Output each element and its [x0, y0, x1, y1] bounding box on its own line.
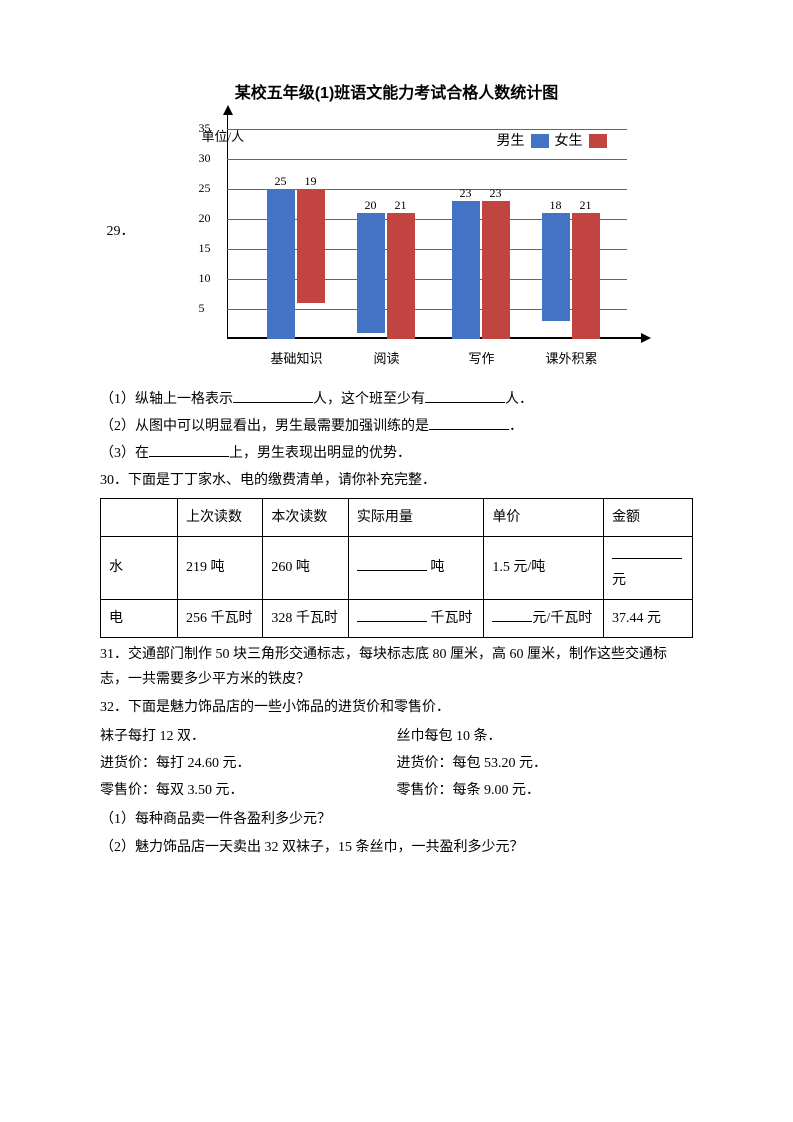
- q32-sub1: （1）每种商品卖一件各盈利多少元？: [100, 807, 693, 832]
- q32-socks-out: 零售价：每双 3.50 元．: [100, 778, 397, 803]
- q29-line2: （2）从图中可以明显看出，男生最需要加强训练的是．: [100, 414, 693, 439]
- table-row: 水 219 吨 260 吨 吨 1.5 元/吨 元: [101, 536, 693, 599]
- chart-title: 某校五年级(1)班语文能力考试合格人数统计图: [100, 80, 693, 109]
- q32-columns: 袜子每打 12 双． 进货价：每打 24.60 元． 零售价：每双 3.50 元…: [100, 722, 693, 806]
- table-row: 电 256 千瓦时 328 千瓦时 千瓦时 元/千瓦时 37.44 元: [101, 600, 693, 638]
- q32-scarf-pack: 丝巾每包 10 条．: [397, 724, 694, 749]
- y-tick-label: 10: [199, 268, 211, 290]
- blank: [357, 570, 427, 571]
- blank: [233, 388, 313, 403]
- x-axis-label: 课外积累: [545, 347, 597, 370]
- bar-female: 21: [572, 213, 600, 339]
- bar-female: 21: [387, 213, 415, 339]
- x-axis-arrow-icon: [641, 333, 651, 343]
- q29-line3: （3）在上，男生表现出明显的优势．: [100, 441, 693, 466]
- bar-value-label: 21: [580, 195, 592, 217]
- y-tick-label: 30: [199, 148, 211, 170]
- bar-female: 19: [297, 189, 325, 303]
- q32-sub2: （2）魅力饰品店一天卖出 32 双袜子，15 条丝巾，一共盈利多少元？: [100, 835, 693, 860]
- bar-value-label: 23: [490, 183, 502, 205]
- bar-male: 23: [452, 201, 480, 339]
- q32-socks-in: 进货价：每打 24.60 元．: [100, 751, 397, 776]
- y-tick-label: 20: [199, 208, 211, 230]
- y-axis: [227, 109, 229, 339]
- blank: [492, 621, 532, 622]
- blank: [425, 388, 505, 403]
- bar-value-label: 20: [365, 195, 377, 217]
- q32-intro: 32．下面是魅力饰品店的一些小饰品的进货价和零售价．: [100, 695, 693, 720]
- y-tick-label: 15: [199, 238, 211, 260]
- blank: [149, 442, 229, 457]
- table-row: 上次读数 本次读数 实际用量 单价 金额: [101, 498, 693, 536]
- bar-male: 18: [542, 213, 570, 321]
- x-axis-label: 写作: [468, 347, 494, 370]
- q30-intro: 30．下面是丁丁家水、电的缴费清单，请你补充完整．: [100, 468, 693, 493]
- y-tick-label: 35: [199, 118, 211, 140]
- bill-table: 上次读数 本次读数 实际用量 单价 金额 水 219 吨 260 吨 吨 1.5…: [100, 498, 693, 639]
- plot-area: 51015202530352519202123231821: [227, 129, 627, 339]
- x-axis-label: 阅读: [373, 347, 399, 370]
- q32-scarf-in: 进货价：每包 53.20 元．: [397, 751, 694, 776]
- x-axis-label: 基础知识: [270, 347, 322, 370]
- y-axis-arrow-icon: [223, 105, 233, 115]
- bar-value-label: 18: [550, 195, 562, 217]
- y-tick-label: 5: [199, 298, 205, 320]
- q31-text: 31．交通部门制作 50 块三角形交通标志，每块标志底 80 厘米，高 60 厘…: [100, 642, 693, 692]
- bar-value-label: 19: [305, 171, 317, 193]
- y-tick-label: 25: [199, 178, 211, 200]
- grid-line: [227, 159, 627, 160]
- bar-value-label: 23: [460, 183, 472, 205]
- bar-female: 23: [482, 201, 510, 339]
- bar-value-label: 25: [275, 171, 287, 193]
- question-29-number: 29．: [107, 219, 135, 244]
- bar-male: 20: [357, 213, 385, 333]
- blank: [612, 558, 682, 559]
- q32-socks-pack: 袜子每打 12 双．: [100, 724, 397, 749]
- bar-chart: 29． 单位/人 男生 女生 5101520253035251920212323…: [167, 129, 627, 347]
- grid-line: [227, 129, 627, 130]
- bar-group: 2519: [267, 189, 327, 339]
- bar-group: 1821: [542, 213, 602, 339]
- bar-group: 2021: [357, 213, 417, 339]
- blank: [357, 621, 427, 622]
- bar-value-label: 21: [395, 195, 407, 217]
- q29-line1: （1）纵轴上一格表示人，这个班至少有人．: [100, 387, 693, 412]
- blank: [429, 415, 509, 430]
- bar-group: 2323: [452, 201, 512, 339]
- bar-male: 25: [267, 189, 295, 339]
- q32-scarf-out: 零售价：每条 9.00 元．: [397, 778, 694, 803]
